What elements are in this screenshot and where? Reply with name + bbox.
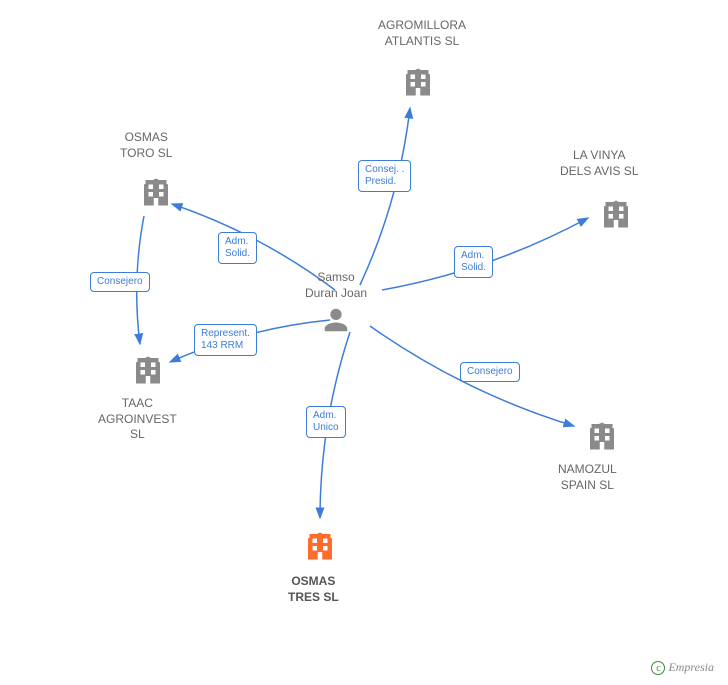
edge-label: Consej. . Presid. xyxy=(358,160,411,192)
company-label: NAMOZUL SPAIN SL xyxy=(558,462,617,493)
person-icon xyxy=(321,305,351,335)
company-node-osmas_toro[interactable]: OSMAS TORO SL xyxy=(120,130,172,165)
edge-label: Consejero xyxy=(460,362,520,382)
company-node-namozul[interactable]: NAMOZUL SPAIN SL xyxy=(558,458,617,493)
building-icon xyxy=(302,528,338,564)
company-node-la_vinya[interactable]: LA VINYA DELS AVIS SL xyxy=(560,148,639,183)
edge-label: Consejero xyxy=(90,272,150,292)
company-label: LA VINYA DELS AVIS SL xyxy=(560,148,639,179)
diagram-container: Samso Duran Joan AGROMILLORA ATLANTIS SL… xyxy=(0,0,728,685)
company-label: TAAC AGROINVEST SL xyxy=(98,396,177,443)
company-label: AGROMILLORA ATLANTIS SL xyxy=(378,18,466,49)
edges-layer xyxy=(0,0,728,685)
building-icon xyxy=(138,174,174,210)
company-node-taac[interactable]: TAAC AGROINVEST SL xyxy=(98,390,177,443)
edge-label: Adm. Solid. xyxy=(454,246,493,278)
edge-label: Represent. 143 RRM xyxy=(194,324,257,356)
copyright-icon: c xyxy=(651,661,665,675)
company-label: OSMAS TRES SL xyxy=(288,574,339,605)
edge-label: Adm. Unico xyxy=(306,406,346,438)
building-icon xyxy=(400,64,436,100)
building-icon xyxy=(598,196,634,232)
building-icon xyxy=(584,418,620,454)
center-label: Samso Duran Joan xyxy=(305,270,367,301)
edge-label: Adm. Solid. xyxy=(218,232,257,264)
attribution-text: Empresia xyxy=(668,660,714,674)
company-label: OSMAS TORO SL xyxy=(120,130,172,161)
attribution: cEmpresia xyxy=(651,660,714,675)
company-node-agromillora[interactable]: AGROMILLORA ATLANTIS SL xyxy=(378,18,466,53)
company-node-osmas_tres[interactable]: OSMAS TRES SL xyxy=(288,570,339,605)
center-person-node[interactable]: Samso Duran Joan xyxy=(305,270,367,335)
building-icon xyxy=(130,352,166,388)
edge-line xyxy=(360,108,410,285)
